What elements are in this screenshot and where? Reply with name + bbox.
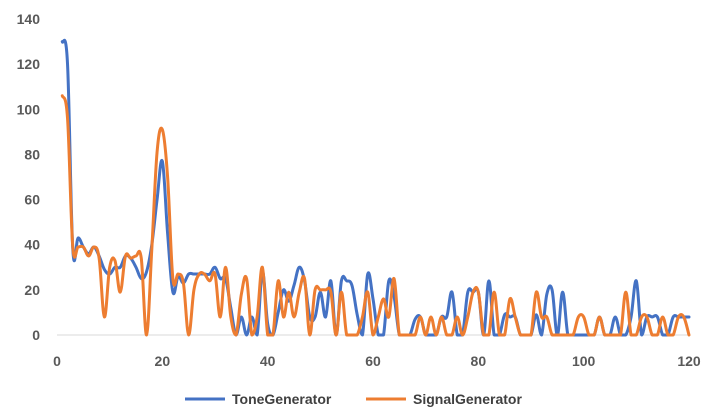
y-axis-tick-labels: 0 20 40 60 80 100 120 140: [17, 11, 41, 343]
y-tick-label: 60: [24, 192, 40, 208]
x-tick-label: 40: [260, 353, 276, 369]
y-tick-label: 20: [24, 282, 40, 298]
x-tick-label: 60: [365, 353, 381, 369]
x-tick-label: 100: [572, 353, 596, 369]
y-tick-label: 100: [17, 101, 41, 117]
x-axis-tick-labels: 0 20 40 60 80 100 120: [53, 353, 701, 369]
legend-item-tonegenerator: ToneGenerator: [185, 391, 332, 407]
legend: ToneGenerator SignalGenerator: [185, 391, 522, 407]
series-layer: [60, 38, 691, 337]
legend-label-tonegenerator: ToneGenerator: [232, 391, 332, 407]
series-line-tonegenerator: [60, 38, 691, 337]
x-tick-label: 120: [677, 353, 701, 369]
x-tick-label: 20: [155, 353, 171, 369]
y-tick-label: 120: [17, 56, 41, 72]
legend-label-signalgenerator: SignalGenerator: [413, 391, 522, 407]
x-tick-label: 0: [53, 353, 61, 369]
y-tick-label: 140: [17, 11, 41, 27]
x-tick-label: 80: [471, 353, 487, 369]
y-tick-label: 40: [24, 237, 40, 253]
series-line-signalgenerator: [60, 94, 691, 337]
y-tick-label: 80: [24, 146, 40, 162]
y-tick-label: 0: [32, 327, 40, 343]
legend-item-signalgenerator: SignalGenerator: [366, 391, 522, 407]
